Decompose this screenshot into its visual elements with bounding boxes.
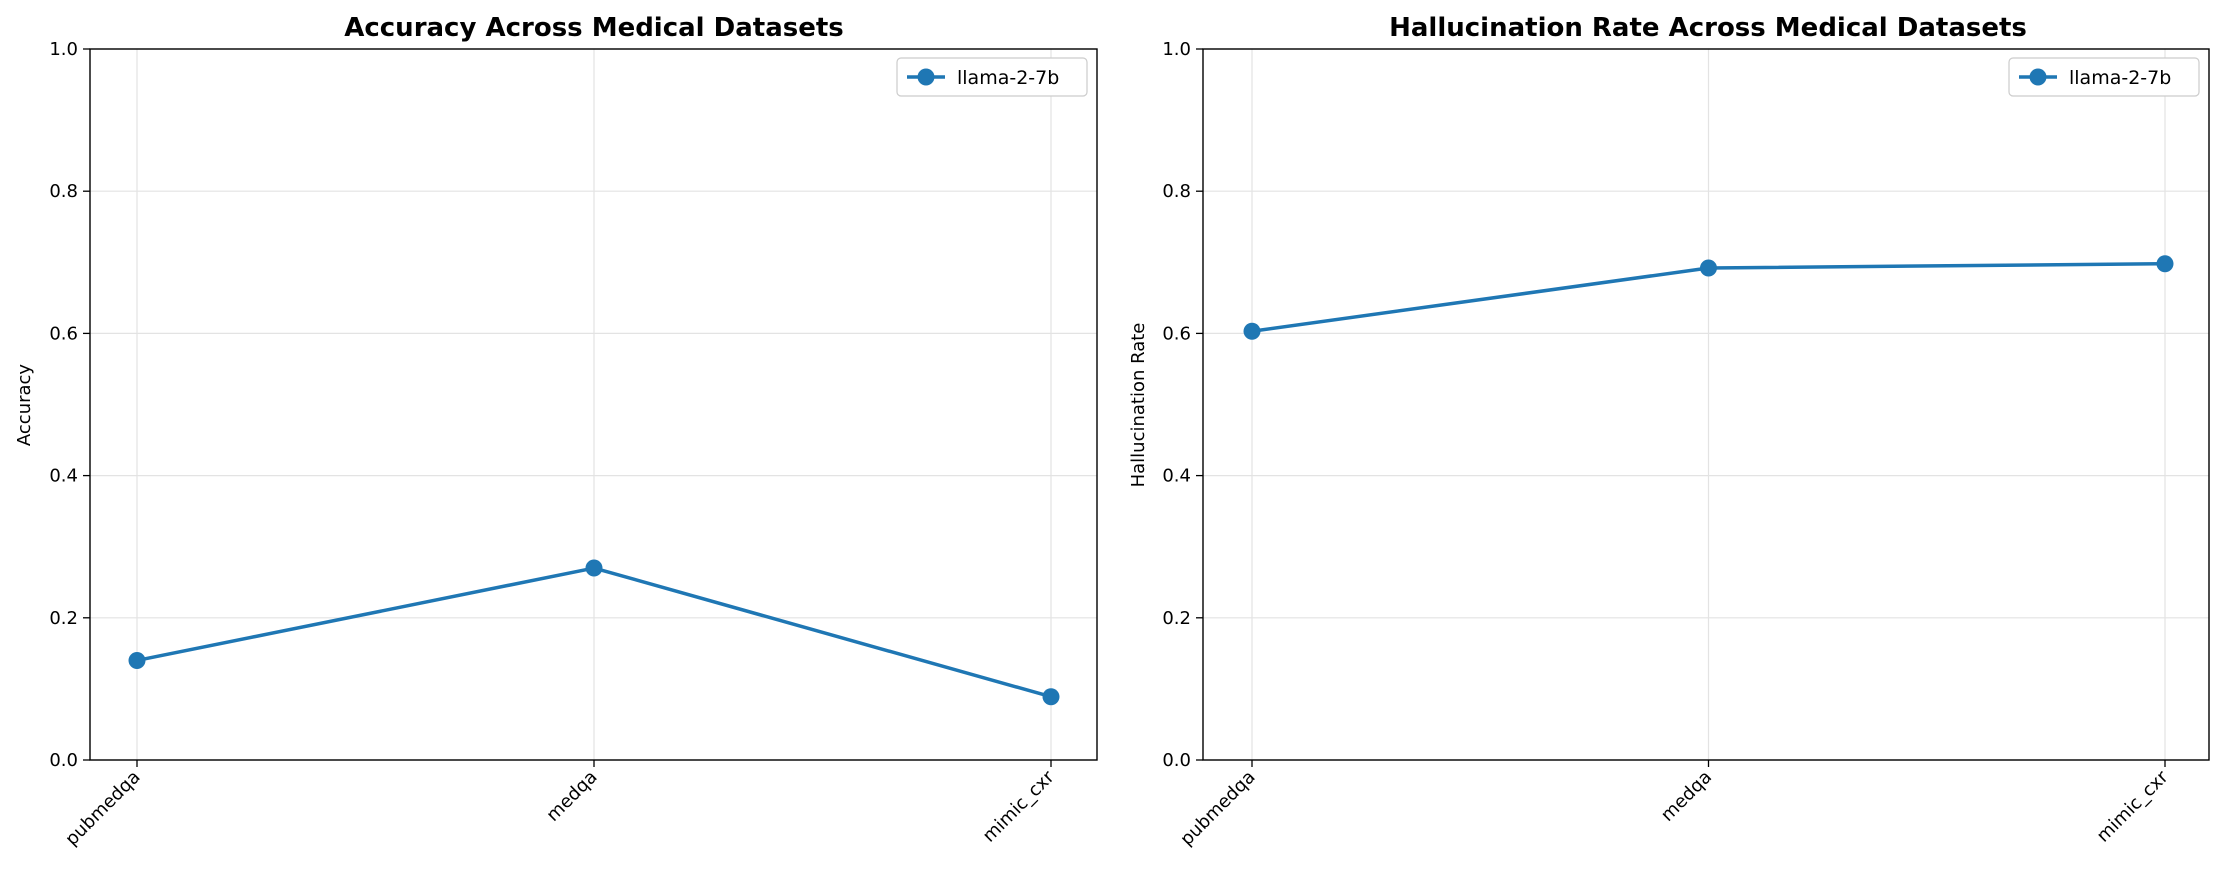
grid-lines [90,48,1097,761]
legend-box [896,57,1088,97]
legend: llama-2-7b [896,57,1088,97]
hallucination-rate-chart: Hallucination Rate Across Medical Datase… [1128,13,2210,850]
y-tick-label: 0.4 [49,466,78,487]
legend-marker [917,68,935,86]
y-tick-label: 1.0 [49,39,78,60]
chart-title: Accuracy Across Medical Datasets [344,13,844,43]
y-tick-label: 0.8 [1162,181,1191,202]
y-tick-label: 1.0 [1162,39,1191,60]
data-point [1700,259,1717,277]
legend-marker [2029,68,2047,86]
accuracy-chart: Accuracy Across Medical Datasets Accurac… [14,13,1098,850]
legend-box [2008,57,2200,97]
legend: llama-2-7b [2008,57,2200,97]
x-tick-label: mimic_cxr [979,766,1059,846]
data-point [1243,322,1261,340]
y-tick-label: 0.8 [49,181,78,202]
y-tick-label: 0.0 [49,750,78,771]
y-tick-label: 0.0 [1162,750,1191,771]
x-tick-label: mimic_cxr [2093,766,2173,846]
data-point [2156,255,2174,273]
series-layer [1243,255,2174,340]
data-point [585,559,603,577]
y-axis-label: Hallucination Rate [1128,323,1149,488]
series-layer [128,559,1060,706]
plot-frame [1202,48,2210,761]
axes-layer: 0.0 0.2 0.4 0.6 0.8 1.0 pubmedqa medqa mimic_cxr [49,39,1059,850]
data-point [1042,688,1060,706]
data-point [128,651,146,669]
x-tick-label: pubmedqa [61,767,144,850]
y-axis-label: Accuracy [14,364,35,447]
axes-layer: 0.0 0.2 0.4 0.6 0.8 1.0 pubmedqa medqa mimic_cxr [1162,39,2173,850]
x-tick-label: medqa [1657,767,1716,826]
y-tick-label: 0.6 [1162,323,1191,344]
legend-label: llama-2-7b [2069,67,2171,89]
y-tick-label: 0.6 [49,323,78,344]
x-tick-label: medqa [542,767,601,826]
chart-title: Hallucination Rate Across Medical Datase… [1389,13,2027,43]
x-tick-label: pubmedqa [1176,767,1259,850]
legend-label: llama-2-7b [957,67,1059,89]
grid-lines [1203,48,2209,761]
y-tick-label: 0.2 [49,608,78,629]
y-tick-label: 0.4 [1162,466,1191,487]
y-tick-label: 0.2 [1162,608,1191,629]
